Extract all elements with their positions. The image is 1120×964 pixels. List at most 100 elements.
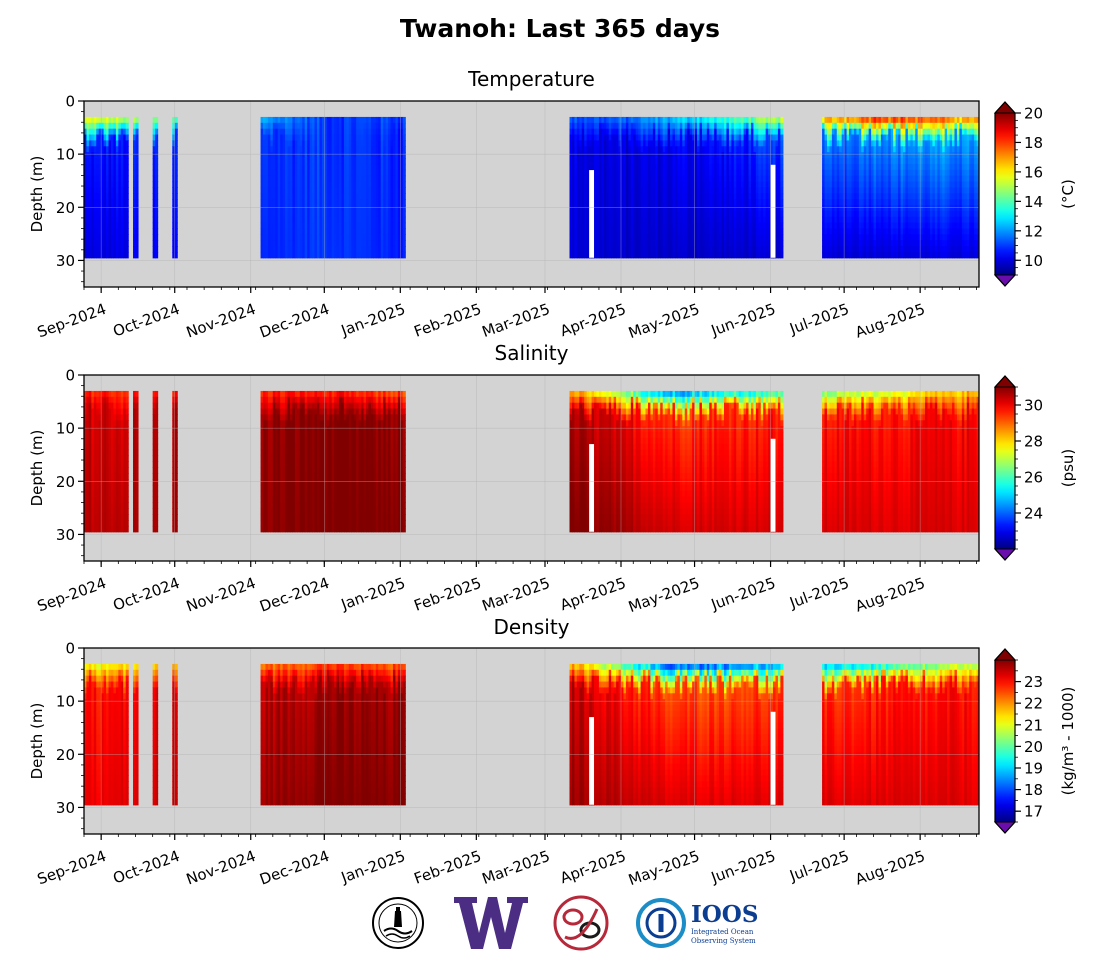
heatmap-cell	[628, 158, 632, 165]
heatmap-cell	[765, 116, 769, 124]
heatmap-cell	[861, 199, 865, 206]
heatmap-cell	[174, 134, 178, 142]
heatmap-cell	[277, 128, 281, 136]
heatmap-cell	[836, 193, 840, 200]
heatmap-cell	[672, 181, 676, 188]
heatmap-cell	[684, 234, 688, 241]
heatmap-cell	[647, 134, 652, 142]
heatmap-cell	[849, 146, 853, 153]
heatmap-cell	[635, 140, 639, 147]
heatmap-cell	[630, 181, 634, 188]
heatmap-cell	[353, 158, 357, 165]
heatmap-cell	[383, 234, 387, 241]
heatmap-cell	[289, 228, 294, 235]
heatmap-cell	[297, 134, 301, 142]
heatmap-cell	[339, 199, 343, 206]
heatmap-cell	[133, 199, 137, 206]
heatmap-cell	[692, 122, 696, 130]
heatmap-cell	[893, 251, 897, 259]
heatmap-cell	[824, 216, 828, 224]
heatmap-cell	[858, 158, 862, 165]
heatmap-cell	[665, 187, 669, 194]
heatmap-cell	[292, 216, 296, 224]
heatmap-cell	[625, 181, 629, 188]
heatmap-cell	[662, 169, 666, 177]
heatmap-cell	[584, 163, 588, 171]
heatmap-cell	[885, 228, 889, 235]
heatmap-cell	[611, 116, 615, 124]
heatmap-cell	[839, 246, 843, 253]
heatmap-cell	[356, 187, 360, 194]
heatmap-cell	[746, 187, 750, 194]
heatmap-cell	[846, 134, 850, 142]
heatmap-cell	[289, 158, 294, 165]
heatmap-cell	[846, 163, 850, 171]
heatmap-cell	[368, 246, 372, 253]
heatmap-cell	[388, 240, 392, 247]
heatmap-cell	[108, 140, 112, 147]
heatmap-cell	[152, 193, 156, 200]
heatmap-cell	[645, 128, 649, 136]
heatmap-cell	[741, 222, 745, 230]
heatmap-cell	[267, 158, 271, 165]
heatmap-cell	[613, 175, 617, 183]
heatmap-cell	[697, 163, 701, 171]
heatmap-cell	[912, 158, 916, 165]
heatmap-cell	[878, 146, 882, 153]
heatmap-cell	[871, 204, 875, 212]
heatmap-cell	[353, 181, 357, 188]
heatmap-cell	[844, 210, 848, 218]
heatmap-cell	[704, 240, 708, 247]
heatmap-cell	[108, 158, 112, 165]
heatmap-cell	[601, 193, 605, 200]
heatmap-cell	[824, 240, 828, 247]
heatmap-cell	[397, 181, 401, 188]
heatmap-cell	[395, 193, 399, 200]
heatmap-cell	[868, 134, 872, 142]
heatmap-cell	[746, 240, 750, 247]
heatmap-cell	[853, 175, 857, 183]
heatmap-cell	[733, 246, 737, 253]
heatmap-cell	[608, 210, 612, 218]
heatmap-cell	[694, 152, 698, 159]
heatmap-cell	[297, 158, 301, 165]
heatmap-cell	[672, 163, 676, 171]
heatmap-cell	[660, 216, 664, 224]
heatmap-cell	[277, 140, 281, 147]
heatmap-cell	[348, 222, 352, 230]
heatmap-cell	[643, 181, 647, 188]
heatmap-cell	[851, 210, 855, 218]
heatmap-cell	[893, 158, 897, 165]
heatmap-cell	[373, 246, 377, 253]
heatmap-cell	[760, 240, 764, 247]
heatmap-cell	[294, 251, 298, 259]
heatmap-cell	[596, 146, 600, 153]
heatmap-cell	[898, 240, 902, 247]
heatmap-cell	[743, 199, 747, 206]
heatmap-cell	[623, 187, 627, 194]
heatmap-cell	[358, 234, 362, 241]
heatmap-cell	[571, 152, 576, 159]
heatmap-cell	[326, 152, 330, 159]
heatmap-cell	[285, 204, 289, 212]
heatmap-cell	[765, 222, 769, 230]
heatmap-cell	[263, 163, 267, 171]
heatmap-cell	[586, 222, 590, 230]
heatmap-cell	[370, 158, 374, 165]
heatmap-cell	[321, 251, 325, 259]
heatmap-cell	[390, 152, 394, 159]
heatmap-cell	[282, 246, 286, 253]
heatmap-cell	[777, 222, 781, 230]
heatmap-cell	[876, 251, 880, 259]
heatmap-cell	[704, 122, 708, 130]
heatmap-cell	[93, 163, 97, 171]
heatmap-cell	[346, 163, 350, 171]
figure-title: Twanoh: Last 365 days	[399, 14, 721, 43]
heatmap-cell	[873, 169, 877, 177]
heatmap-cell	[270, 140, 274, 147]
heatmap-cell	[611, 158, 615, 165]
heatmap-cell	[775, 181, 779, 188]
heatmap-cell	[351, 193, 355, 200]
heatmap-cell	[655, 222, 659, 230]
heatmap-cell	[618, 181, 622, 188]
